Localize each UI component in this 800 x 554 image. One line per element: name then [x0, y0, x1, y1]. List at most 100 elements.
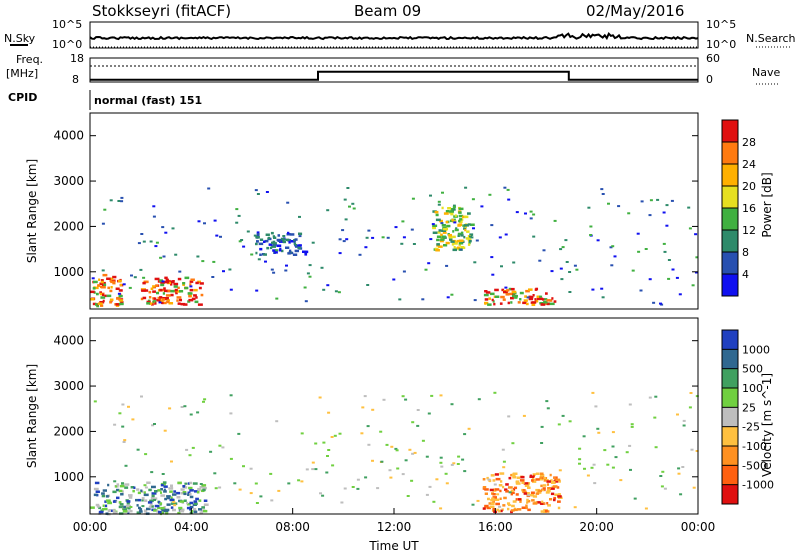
scatter-cell — [96, 304, 100, 308]
scatter-cell — [628, 403, 632, 406]
colorbar-frame — [721, 329, 739, 505]
scatter-cell — [654, 395, 658, 398]
y-tick-label: 3000 — [53, 174, 84, 188]
scatter-cell — [92, 287, 96, 290]
scatter-cell — [688, 406, 692, 409]
scatter-cell — [503, 496, 507, 500]
scatter-cell — [667, 259, 671, 261]
scatter-cell — [603, 449, 607, 452]
scatter-cell — [695, 256, 699, 259]
scatter-cell — [161, 226, 165, 229]
scatter-cell — [173, 282, 179, 286]
scatter-cell — [272, 235, 276, 238]
scatter-cell — [101, 508, 105, 511]
scatter-cell — [528, 297, 534, 301]
scatter-cell — [228, 268, 232, 271]
scatter-cell — [207, 187, 211, 190]
scatter-cell — [445, 210, 450, 213]
scatter-cell — [492, 300, 495, 303]
scatter-cell — [138, 498, 141, 502]
scatter-cell — [648, 214, 652, 217]
scatter-cell — [165, 278, 169, 282]
scatter-cell — [253, 234, 257, 237]
scatter-cell — [550, 479, 553, 482]
scatter-cell — [463, 470, 467, 473]
scatter-cell — [229, 457, 233, 460]
scatter-cell — [507, 504, 511, 507]
scatter-cell — [158, 301, 162, 304]
scatter-cell — [294, 238, 298, 241]
scatter-cell — [492, 508, 496, 511]
scatter-cell — [178, 270, 182, 273]
scatter-cell — [201, 484, 207, 487]
scatter-cell — [100, 286, 106, 289]
scatter-cell — [659, 475, 663, 477]
noise-search-label: N.Search — [746, 32, 796, 45]
scatter-cell — [607, 202, 610, 205]
scatter-cell — [522, 490, 527, 494]
scatter-cell — [519, 298, 522, 301]
scatter-cell — [547, 510, 550, 513]
scatter-cell — [410, 479, 414, 482]
scatter-cell — [441, 224, 446, 227]
scatter-cell — [154, 490, 157, 493]
scatter-cell — [167, 280, 173, 283]
scatter-cell — [115, 511, 118, 514]
scatter-cell — [123, 505, 127, 509]
scatter-cell — [601, 193, 605, 195]
scatter-cell — [500, 265, 503, 268]
scatter-cell — [410, 228, 414, 231]
scatter-cell — [173, 490, 177, 493]
scatter-cell — [180, 406, 184, 408]
scatter-cell — [609, 246, 613, 249]
scatter-cell — [121, 425, 125, 428]
scatter-cell — [314, 468, 318, 471]
scatter-cell — [320, 266, 324, 269]
scatter-cell — [200, 293, 204, 297]
scatter-cell — [540, 510, 546, 513]
scatter-cell — [255, 502, 259, 504]
scatter-cell — [169, 280, 175, 284]
scatter-cell — [155, 241, 159, 244]
scatter-cell — [522, 414, 526, 417]
scatter-cell — [521, 481, 525, 484]
scatter-cell — [150, 497, 155, 500]
scatter-cell — [165, 294, 171, 297]
y-tick-label: 2000 — [53, 424, 84, 438]
scatter-cell — [175, 291, 178, 295]
scatter-cell — [432, 226, 437, 230]
scatter-cell — [190, 278, 195, 281]
scatter-cell — [448, 236, 453, 239]
scatter-cell — [129, 506, 133, 508]
scatter-cell — [553, 476, 556, 480]
scatter-cell — [535, 287, 539, 291]
scatter-cell — [448, 234, 453, 237]
scatter-cell — [413, 451, 417, 454]
scatter-cell — [511, 473, 516, 476]
scatter-cell — [300, 432, 304, 435]
scatter-cell — [99, 291, 103, 294]
scatter-cell — [250, 253, 254, 256]
scatter-cell — [540, 484, 543, 488]
scatter-cell — [102, 299, 105, 303]
scatter-cell — [136, 448, 140, 451]
scatter-cell — [565, 261, 569, 263]
scatter-cell — [100, 279, 104, 282]
scatter-cell — [92, 302, 97, 306]
scatter-cell — [412, 243, 416, 245]
scatter-cell — [600, 188, 604, 191]
scatter-cell — [677, 467, 681, 470]
scatter-cell — [147, 501, 153, 504]
scatter-cell — [527, 500, 531, 503]
scatter-cell — [195, 281, 199, 285]
scatter-cell — [295, 245, 298, 248]
scatter-cell — [540, 442, 544, 444]
scatter-cell — [436, 243, 440, 246]
scatter-cell — [209, 450, 213, 453]
scatter-cell — [116, 297, 121, 300]
scatter-cell — [140, 395, 143, 398]
scatter-cell — [266, 246, 270, 250]
scatter-cell — [557, 495, 562, 498]
scatter-cell — [159, 502, 163, 505]
scatter-cell — [389, 476, 393, 479]
